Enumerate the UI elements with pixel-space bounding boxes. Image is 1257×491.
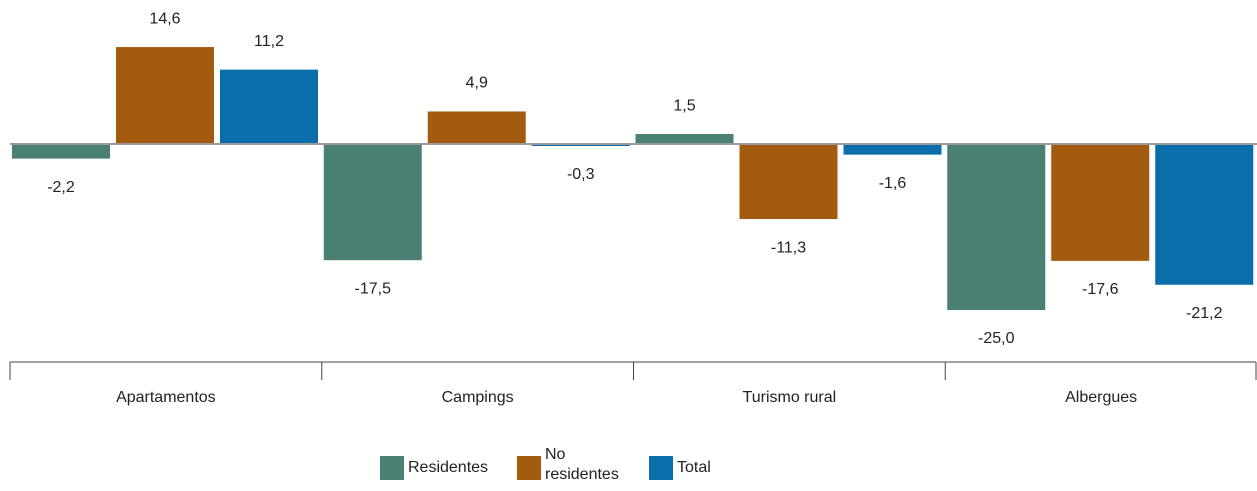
bar: [947, 144, 1046, 310]
bar: [843, 144, 942, 155]
value-label: -0,3: [567, 166, 595, 183]
bar: [12, 144, 110, 159]
value-label: -21,2: [1186, 305, 1223, 322]
bar: [739, 144, 838, 220]
value-label: -17,5: [355, 280, 392, 297]
bar: [1051, 144, 1150, 261]
value-label: -2,2: [47, 179, 75, 196]
value-label: 14,6: [149, 10, 180, 27]
legend-swatch: [517, 456, 541, 480]
bar: [220, 69, 318, 144]
bar: [116, 47, 214, 144]
bar: [635, 134, 734, 144]
value-label: 11,2: [254, 33, 284, 50]
legend-label: Residentes: [408, 459, 489, 476]
x-tick-label: Campings: [442, 389, 514, 406]
legend-swatch: [380, 456, 404, 480]
value-label: -1,6: [879, 175, 907, 192]
value-label: 1,5: [673, 97, 695, 114]
legend-item: No residentes: [517, 445, 635, 485]
value-label: -17,6: [1082, 281, 1119, 298]
value-label: 4,9: [466, 75, 488, 92]
bar: [1155, 144, 1254, 285]
x-tick-label: Albergues: [1065, 389, 1137, 406]
bar: [323, 144, 422, 261]
legend-item: Total: [649, 456, 711, 480]
legend-swatch: [649, 456, 673, 480]
legend-item: Residentes: [380, 456, 488, 480]
value-label: -25,0: [978, 330, 1015, 347]
x-tick-label: Turismo rural: [743, 389, 837, 406]
value-label: -11,3: [771, 239, 806, 256]
bar: [427, 111, 526, 144]
x-tick-label: Apartamentos: [116, 389, 216, 406]
legend-label: No residentes: [545, 446, 619, 483]
legend-label: Total: [677, 459, 711, 476]
chart: -2,2 -17,5 1,5 -25,0 14,6 4,9 -11,3 -17,6 11,2 -0…: [9, 10, 1257, 406]
